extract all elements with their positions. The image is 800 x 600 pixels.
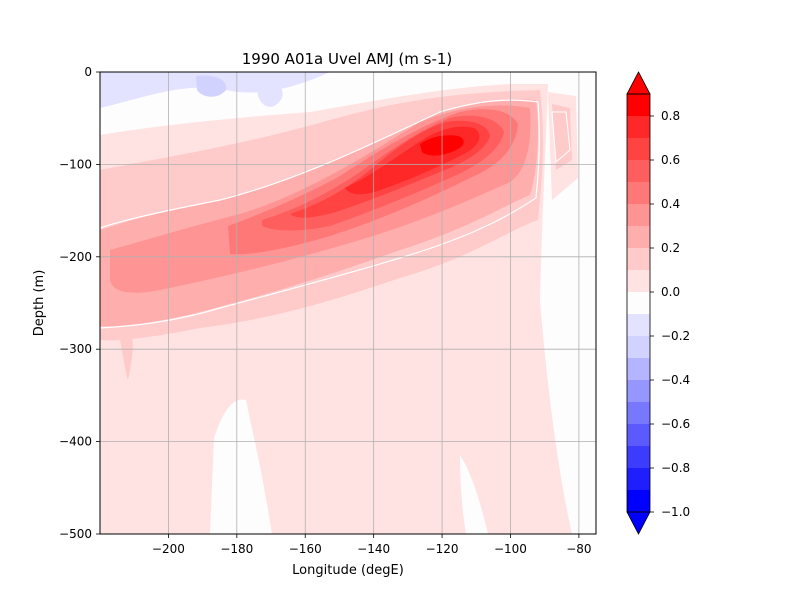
colorbar-bin [627, 182, 650, 204]
contour-fills [100, 72, 578, 534]
colorbar-tick-label: 0.4 [661, 197, 680, 211]
x-axis-ticks: −200 −180 −160 −140 −120 −100 −80 [152, 534, 592, 556]
colorbar-bin [627, 270, 650, 292]
colorbar-bin [627, 424, 650, 446]
colorbar-bin [627, 116, 650, 138]
colorbar-bin [627, 468, 650, 490]
colorbar-bin [627, 446, 650, 468]
colorbar-bin [627, 248, 650, 270]
x-tick-label: −120 [426, 542, 459, 556]
colorbar-bins [627, 94, 650, 512]
x-tick-label: −200 [152, 542, 185, 556]
colorbar-bin [627, 94, 650, 116]
colorbar-tick-label: −0.8 [661, 461, 690, 475]
y-tick-label: −300 [59, 342, 92, 356]
colorbar-tick-label: 0.2 [661, 241, 680, 255]
colorbar-tick-label: −0.6 [661, 417, 690, 431]
y-axis-ticks: 0 −100 −200 −300 −400 −500 [59, 65, 100, 541]
colorbar-bin [627, 138, 650, 160]
x-tick-label: −160 [289, 542, 322, 556]
x-tick-label: −180 [220, 542, 253, 556]
colorbar-tick-label: −0.4 [661, 373, 690, 387]
contour-line-lower [100, 101, 540, 329]
chart-title: 1990 A01a Uvel AMJ (m s-1) [242, 50, 453, 68]
colorbar-bin [627, 226, 650, 248]
y-tick-label: 0 [84, 65, 92, 79]
contour-pos-1c [460, 455, 488, 534]
colorbar-tick-label: 0.6 [661, 153, 680, 167]
colorbar-tick-label: 0.8 [661, 109, 680, 123]
colorbar-bin [627, 490, 650, 512]
contour-neg-c [256, 79, 283, 107]
colorbar-bin [627, 358, 650, 380]
colorbar-bin [627, 380, 650, 402]
y-axis-label: Depth (m) [32, 270, 47, 337]
contour-pos-2c [120, 338, 133, 380]
colorbar-tick-label: −1.0 [661, 505, 690, 519]
x-axis-label: Longitude (degE) [292, 563, 404, 578]
y-tick-label: −500 [59, 527, 92, 541]
colorbar-ticks: −1.0 −0.8 −0.6 −0.4 −0.2 0.0 0.2 0.4 0.6 0.8 [650, 109, 690, 519]
x-tick-label: −80 [566, 542, 591, 556]
colorbar-bin [627, 336, 650, 358]
colorbar-tick-label: 0.0 [661, 285, 680, 299]
contour-line-east [551, 111, 571, 164]
colorbar-bin [627, 204, 650, 226]
colorbar-bin [627, 402, 650, 424]
colorbar-bin [627, 292, 650, 314]
plot-area: −200 −180 −160 −140 −120 −100 −80 0 −100 −200 −30… [32, 65, 597, 578]
y-tick-label: −100 [59, 157, 92, 171]
colorbar-tick-label: −0.2 [661, 329, 690, 343]
y-tick-label: −400 [59, 435, 92, 449]
x-tick-label: −100 [494, 542, 527, 556]
contour-line-upper [100, 99, 539, 229]
colorbar-bin [627, 160, 650, 182]
contour-neg-a [100, 72, 330, 108]
x-tick-label: −140 [357, 542, 390, 556]
colorbar-bin [627, 314, 650, 336]
colorbar-frame [626, 93, 651, 513]
colorbar: −1.0 −0.8 −0.6 −0.4 −0.2 0.0 0.2 0.4 0.6 0.8 [626, 71, 690, 535]
plot-frame [99, 71, 597, 535]
contour-neg-b [196, 75, 227, 97]
y-tick-label: −200 [59, 250, 92, 264]
